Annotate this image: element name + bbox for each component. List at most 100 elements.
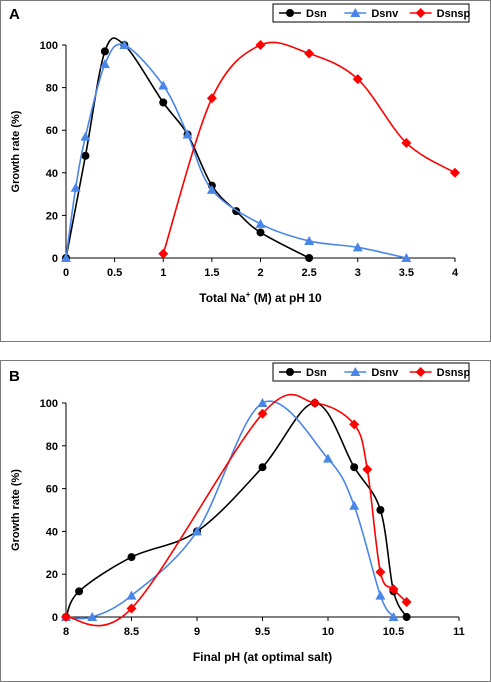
- chart-b-y-tick-label: 100: [40, 398, 58, 410]
- chart-a-legend-marker: [286, 9, 294, 17]
- chart-a-x-tick-label: 2.5: [301, 267, 316, 279]
- chart-a-series-dsnsp-line: [162, 41, 456, 254]
- chart-a-x-axis-label-tail: (M) at pH 10: [250, 291, 322, 305]
- chart-a-x-tick-label: 1: [160, 267, 166, 279]
- chart-b-y-tick-label: 80: [46, 441, 58, 453]
- chart-a-y-tick-label: 20: [46, 210, 58, 222]
- chart-a-series-dsnv-point: [61, 253, 71, 262]
- chart-a-x-axis-label: Total Na+ (M) at pH 10: [199, 290, 322, 305]
- chart-a-series-dsnv: [61, 40, 412, 262]
- chart-a-x-tick-label: 3: [355, 267, 361, 279]
- chart-a-series-dsnv-point: [99, 59, 110, 69]
- chart-b-series-dsnsp-point: [362, 464, 373, 475]
- chart-b-y-tick-label: 40: [46, 526, 58, 538]
- chart-b-x-tick-label: 10.5: [383, 626, 404, 638]
- chart-panel-b: B 0 20 40 60 80 100 8 8.5 9 9.5 10 10.5 11 Growth rat…: [0, 360, 491, 682]
- chart-b-x-tick-label: 9.5: [255, 626, 270, 638]
- chart-b-y-tick-label: 60: [46, 484, 58, 496]
- chart-a-series-dsn-point: [100, 47, 109, 56]
- chart-a-y-tick-label: 80: [46, 83, 58, 95]
- chart-b-series-dsnv-point: [192, 526, 202, 536]
- chart-b-series-dsnv-point: [388, 612, 399, 621]
- chart-b-series-dsn-point: [402, 613, 411, 621]
- chart-a-series-dsnv-point: [182, 129, 193, 139]
- chart-a-x-tick-label: 0: [63, 267, 69, 279]
- chart-a-legend-label: Dsn: [306, 8, 327, 20]
- chart-b: 0 20 40 60 80 100 8 8.5 9 9.5 10 10.5 11 Growth rate …: [10, 362, 471, 664]
- chart-a: 0 20 40 60 80 100 0 0.5 1 1.5 2 2.5 3 3.5 4 Growth rate…: [10, 3, 471, 305]
- chart-a-series-dsnsp-point: [255, 40, 266, 50]
- chart-b-series-dsnsp-point: [257, 408, 268, 419]
- chart-b-series-dsnsp-point: [401, 597, 412, 608]
- chart-b-series-dsnsp: [61, 393, 412, 627]
- chart-a-series-dsnsp: [158, 40, 460, 259]
- chart-b-y-tick-label: 0: [52, 612, 58, 624]
- chart-b-series-dsn-point: [127, 553, 136, 562]
- chart-a-series-dsnv-point: [206, 184, 217, 194]
- chart-b-series-dsn-point: [376, 506, 385, 514]
- chart-a-series-dsnv-point: [255, 218, 266, 228]
- chart-b-series-dsnv-point: [257, 398, 268, 407]
- chart-a-series-dsnsp-point: [304, 48, 315, 59]
- chart-b-y-tick-label: 20: [46, 569, 58, 581]
- chart-b-series-dsn-point: [258, 463, 267, 472]
- chart-b-series-dsn-line: [65, 402, 408, 618]
- chart-b-x-tick-label: 8: [63, 626, 69, 638]
- chart-a-series-dsn-point: [256, 228, 265, 237]
- chart-a-series-dsnv-point: [352, 242, 363, 252]
- chart-b-series-dsn-point: [350, 463, 359, 472]
- chart-b-series-dsnv-line: [65, 400, 395, 620]
- chart-b-series-dsnv-point: [323, 453, 333, 463]
- chart-b-series-dsnsp-point: [388, 584, 399, 595]
- chart-a-series-dsn-point: [305, 254, 314, 262]
- chart-b-series-dsnv-point: [349, 500, 360, 510]
- chart-b-x-tick-label: 10: [322, 626, 334, 638]
- chart-a-series-dsnv-point: [80, 131, 91, 141]
- chart-a-legend: Dsn Dsnv Dsnsp: [272, 3, 471, 23]
- chart-a-y-tick-label: 40: [46, 168, 58, 180]
- chart-b-legend-label: Dsn: [306, 367, 327, 379]
- chart-b-x-tick-label: 11: [453, 626, 465, 638]
- chart-panel-a: A 0 20 40 60 80 100 0 0.5 1 1.5 2 2.5 3 3.5 4 Growth ra…: [0, 0, 491, 342]
- chart-b-legend-box: [272, 362, 470, 382]
- chart-a-legend-marker: [415, 8, 426, 18]
- chart-a-y-tick-label: 60: [46, 125, 58, 137]
- chart-a-legend-label: Dsnsp: [437, 8, 471, 20]
- chart-b-x-tick-label: 8.5: [124, 626, 139, 638]
- chart-b-series-dsnsp-point: [375, 567, 386, 578]
- chart-a-y-axis-label: Growth rate (%): [10, 110, 22, 192]
- panel-label-a: A: [9, 6, 20, 23]
- panel-label-b: B: [9, 368, 20, 385]
- chart-a-x-tick-label: 1.5: [204, 267, 219, 279]
- chart-a-y-tick-label: 0: [52, 253, 58, 265]
- chart-b-x-axis-label-main: Final pH (at optimal salt): [193, 650, 332, 664]
- chart-a-series-dsnsp-point: [158, 248, 169, 259]
- chart-b-series-dsnv: [61, 398, 399, 621]
- chart-b-x-tick-label: 9: [194, 626, 200, 638]
- chart-a-y-tick-label: 100: [40, 40, 58, 52]
- chart-a-series-dsn: [62, 37, 314, 262]
- chart-a-x-axis-label-main: Total Na: [199, 291, 246, 305]
- chart-b-legend-label: Dsnv: [371, 367, 399, 379]
- chart-b-legend: Dsn Dsnv Dsnsp: [272, 362, 471, 382]
- chart-a-x-tick-label: 2: [257, 267, 263, 279]
- chart-b-series-dsnv-point: [126, 590, 137, 600]
- chart-a-series-dsnsp-point: [401, 137, 412, 148]
- chart-a-series-dsnv-point: [304, 235, 315, 245]
- chart-a-x-axis-label-sup: +: [246, 290, 251, 299]
- chart-a-legend-label: Dsnv: [371, 8, 399, 20]
- chart-a-legend-marker: [350, 8, 361, 17]
- chart-a-series-dsnsp-point: [352, 74, 363, 85]
- chart-b-series-dsnsp-point: [61, 612, 71, 622]
- chart-b-legend-marker: [350, 367, 361, 376]
- chart-a-series-dsnv-point: [401, 253, 412, 262]
- chart-a-series-dsn-point: [81, 151, 90, 160]
- chart-b-series-dsnsp-point: [349, 419, 360, 430]
- chart-a-series-dsnv-point: [158, 80, 169, 90]
- chart-a-x-tick-label: 0.5: [107, 267, 122, 279]
- chart-b-series-dsnsp-point: [126, 603, 137, 614]
- chart-b-series-dsnsp-point: [309, 398, 320, 408]
- chart-a-legend-box: [272, 3, 470, 23]
- chart-a-series-dsnsp-point: [206, 93, 217, 104]
- chart-b-y-axis-label: Growth rate (%): [10, 469, 22, 551]
